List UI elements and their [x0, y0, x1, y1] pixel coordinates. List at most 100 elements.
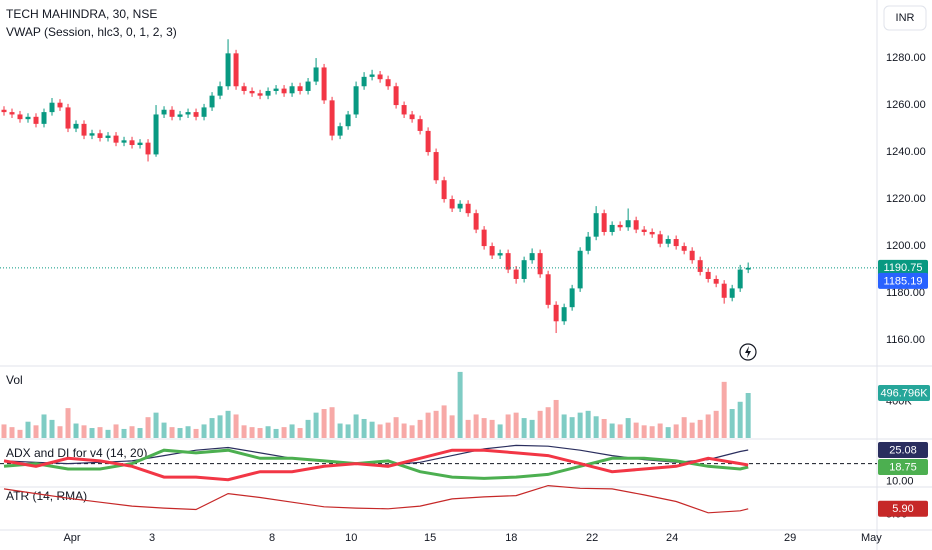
candle-body [473, 213, 479, 230]
candle-body [697, 260, 703, 272]
volume-bar [17, 429, 23, 438]
candle-body [681, 246, 687, 251]
candle-body [65, 107, 71, 129]
candle-body [497, 253, 503, 256]
x-tick-label: 15 [424, 532, 436, 544]
volume-bar [673, 424, 679, 438]
volume-bar [665, 427, 671, 438]
volume-bar [537, 410, 543, 438]
volume-bar [161, 422, 167, 438]
candle-body [577, 250, 583, 289]
currency: INR [896, 12, 915, 24]
volume-bar [569, 417, 575, 438]
candle-body [457, 203, 463, 209]
candle-body [585, 236, 591, 251]
candle-body [425, 130, 431, 153]
volume-bar [521, 418, 527, 438]
chart-title: TECH MAHINDRA, 30, NSE [6, 7, 157, 21]
candle-body [25, 116, 31, 120]
indicator-line [3, 448, 749, 482]
candle-body [481, 229, 487, 247]
volume-bar [713, 410, 719, 438]
volume-bar [41, 414, 47, 438]
volume-bar [241, 425, 247, 438]
candle-body [553, 304, 559, 322]
candle-body [665, 239, 671, 244]
candle-body [153, 114, 159, 155]
currency-button[interactable] [883, 5, 927, 31]
candle-body [113, 135, 119, 143]
candle-body [201, 107, 207, 117]
alert-circle [739, 343, 757, 361]
candle-body [521, 260, 527, 279]
candle-body [441, 180, 447, 200]
candle-body [385, 79, 391, 87]
volume-bar [185, 426, 191, 438]
candle-body [281, 88, 287, 94]
candle-body [121, 140, 127, 143]
candle-body [265, 90, 271, 96]
candle-body [57, 102, 63, 108]
candle-body [353, 86, 359, 115]
candle-body [449, 199, 455, 209]
y-tick-label: 1260.00 [886, 99, 926, 111]
volume-bar [169, 427, 175, 438]
volume-bar [193, 428, 199, 438]
candle-body [561, 307, 567, 322]
candle-body [305, 81, 311, 91]
indicator-value-label-bg [878, 500, 928, 517]
candle-body [257, 93, 263, 96]
volume-bar [505, 414, 511, 438]
candle-body [289, 86, 295, 94]
candle-body [1, 109, 7, 113]
y-tick-label: 1160.00 [886, 334, 925, 346]
candle-body [529, 253, 535, 261]
candle-body [377, 74, 383, 80]
candle-body [489, 246, 495, 256]
volume-bar [601, 418, 607, 438]
volume-bar [465, 419, 471, 438]
indicator-line [3, 484, 749, 514]
candle-body [505, 253, 511, 270]
volume-bar [681, 417, 687, 438]
candle-body [617, 224, 623, 228]
indicator-value-label-bg [878, 441, 928, 458]
volume-bar [265, 426, 271, 438]
volume-bar [593, 416, 599, 438]
candle-body [721, 283, 727, 298]
volume-bar [345, 424, 351, 438]
volume-bar [177, 428, 183, 438]
volume-bar [65, 408, 71, 438]
volume-bar [25, 421, 31, 438]
volume-bar [233, 414, 239, 438]
alert-icon[interactable] [739, 343, 757, 361]
volume-bar [153, 412, 159, 438]
y-tick-label: 1280.00 [886, 52, 926, 64]
candle-body [609, 224, 615, 232]
volume-bar [545, 407, 551, 438]
volume-bar [209, 418, 215, 438]
volume-bar [409, 425, 415, 438]
x-tick-label: 18 [505, 532, 517, 544]
volume-bar [281, 427, 287, 438]
indicator-title: VWAP (Session, hlc3, 0, 1, 2, 3) [6, 25, 177, 39]
candle-body [329, 100, 335, 136]
candle-body [297, 86, 303, 91]
volume-bar [305, 419, 311, 438]
vwap-label: 1185.19 [884, 275, 923, 287]
volume-bar [225, 410, 231, 438]
volume-bar [137, 428, 143, 438]
candle-body [657, 234, 663, 244]
volume-bar [121, 428, 127, 438]
volume-bar [449, 415, 455, 438]
indicator-value-label: 25.08 [889, 444, 917, 456]
volume-bar [97, 427, 103, 438]
volume-bar [529, 419, 535, 438]
volume-bar [657, 423, 663, 438]
volume-bar [729, 409, 735, 438]
volume-bar [745, 393, 751, 438]
volume-bar [617, 424, 623, 438]
volume-bar [393, 417, 399, 438]
